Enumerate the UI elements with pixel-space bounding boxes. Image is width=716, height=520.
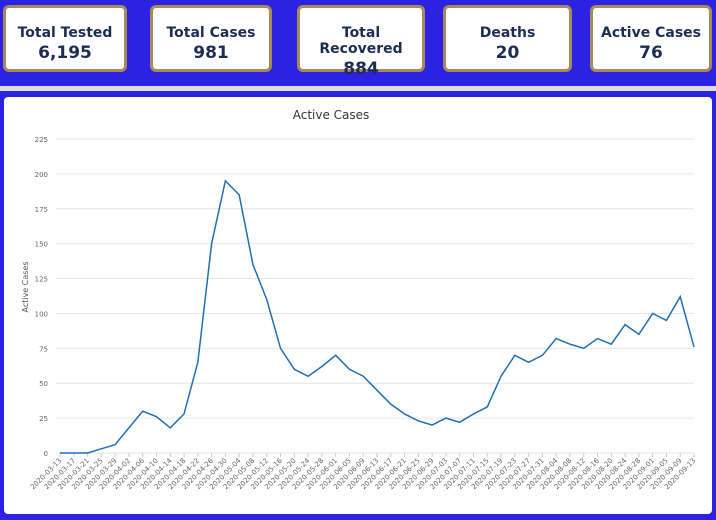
stat-card: Deaths 20 (443, 5, 572, 72)
y-tick-label: 200 (35, 171, 48, 179)
stat-label: Active Cases (600, 25, 701, 41)
line (60, 179, 695, 454)
y-tick-label: 50 (39, 380, 48, 388)
stat-cards: Total Tested 6,195 Total Cases 981 Total Rec… (0, 0, 716, 82)
stat-card: Active Cases 76 (590, 5, 712, 72)
stat-value: 6,195 (38, 43, 92, 63)
chart-title: Active Cases (293, 108, 370, 122)
stat-card: Total Cases 981 (150, 5, 272, 72)
y-tick-label: 225 (35, 136, 48, 144)
stat-label: Total Cases (166, 25, 256, 41)
y-tick-label: 125 (35, 276, 48, 284)
stat-label: Deaths (479, 25, 536, 41)
stat-value: 981 (193, 43, 229, 63)
chart: Active Cases Active Cases 0 25 50 75 100 125 1… (21, 108, 697, 491)
stat-label: Total Recovered (319, 25, 403, 57)
y-tick-label: 175 (35, 206, 48, 214)
stat-value: 884 (343, 59, 379, 79)
y-axis-label: Active Cases (21, 261, 30, 312)
stat-card: Total Tested 6,195 (3, 5, 127, 72)
y-tick-label: 0 (44, 450, 48, 458)
y-tick-label: 150 (35, 241, 48, 249)
stat-value: 20 (495, 43, 520, 63)
separator (0, 86, 716, 91)
y-tick-label: 25 (39, 415, 48, 423)
y-tick-label: 100 (35, 310, 48, 318)
stat-label: Total Tested (17, 25, 113, 41)
stat-value: 76 (639, 43, 663, 63)
stat-card: Total Recovered 884 (297, 5, 425, 79)
chart-panel: Active Cases Active Cases 0 25 50 75 100 125 1… (4, 97, 712, 514)
y-tick-label: 75 (39, 345, 48, 353)
